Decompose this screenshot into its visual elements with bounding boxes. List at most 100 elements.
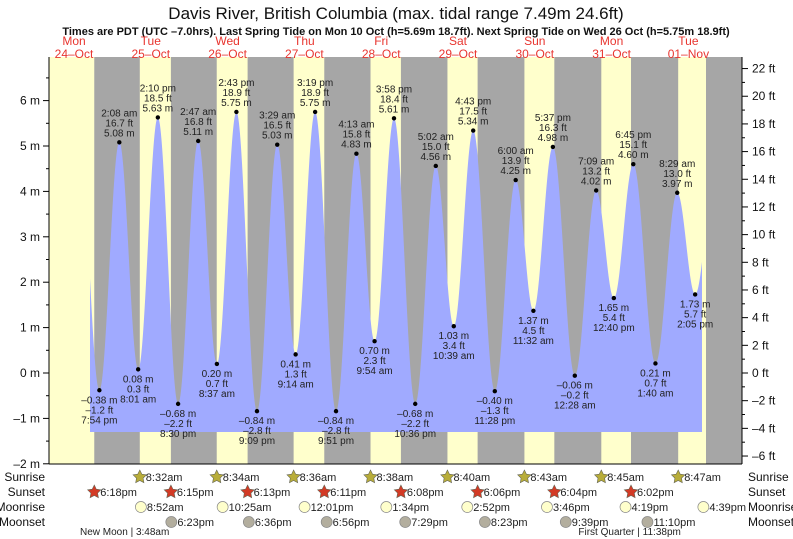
sunset-time: 6:18pm	[100, 487, 137, 499]
m-tick-label: 4 m	[20, 184, 40, 198]
moonset-icon	[242, 516, 255, 528]
low-tide-label: 1.73 m	[680, 299, 711, 310]
moon-phase-label: New Moon | 3:48am	[80, 527, 169, 538]
high-tide-label: 5:37 pm	[535, 113, 571, 124]
moonrise-time: 4:19pm	[632, 502, 669, 514]
ft-tick-label: 6 ft	[752, 283, 769, 297]
low-tide-point	[413, 401, 418, 407]
ft-tick-label: 8 ft	[752, 255, 769, 269]
low-tide-label: 0.70 m	[359, 346, 390, 357]
low-tide-label: 9:51 pm	[318, 436, 354, 447]
sunrise-icon	[517, 469, 532, 484]
moonset-time: 7:29pm	[411, 517, 448, 529]
day-name: Wed	[215, 34, 239, 48]
day-labels: Mon24–OctTue25–OctWed26–OctThu27–OctFri2…	[55, 34, 709, 61]
low-tide-label: 9:14 am	[278, 379, 314, 390]
moonrise-time: 8:52am	[147, 502, 184, 514]
high-tide-label: 16.8 ft	[184, 117, 212, 128]
ft-tick-label: 22 ft	[752, 62, 776, 76]
high-tide-label: 4.83 m	[341, 140, 372, 151]
low-tide-label: –2.8 ft	[322, 426, 350, 437]
sunset-icon	[240, 484, 255, 499]
moonset-icon	[165, 516, 178, 528]
high-tide-label: 13.9 ft	[502, 156, 530, 167]
low-tide-label: –1.2 ft	[85, 405, 113, 416]
m-tick-label: –2 m	[13, 457, 40, 471]
tide-area	[90, 112, 702, 433]
low-tide-point	[692, 292, 698, 297]
low-tide-point	[333, 408, 339, 414]
low-tide-label: 0.20 m	[202, 369, 233, 380]
sunset-row-label-right: Sunset	[748, 485, 786, 499]
day-name: Tue	[678, 34, 699, 48]
sunrise-row-label: Sunrise	[4, 470, 45, 484]
high-tide-label: 4.98 m	[538, 133, 569, 144]
low-tide-label: 10:39 am	[433, 351, 475, 362]
moonset-time: 11:10pm	[653, 517, 695, 529]
moonset-row-label-right: Moonset	[748, 515, 793, 529]
moonrise-icon	[541, 501, 553, 513]
sunrise-row-label-right: Sunrise	[748, 470, 789, 484]
low-tide-point	[214, 361, 220, 367]
sunset-time: 6:15pm	[177, 487, 214, 499]
low-tide-point	[611, 295, 617, 301]
low-tide-point	[451, 324, 456, 329]
moonset-icon	[320, 516, 333, 528]
moonset-icon	[399, 516, 412, 528]
low-tide-point	[372, 339, 377, 344]
high-tide-point	[354, 151, 359, 156]
low-tide-label: 2:05 pm	[677, 319, 713, 330]
high-tide-label: 6:00 am	[498, 146, 534, 157]
sunset-icon	[163, 484, 179, 499]
sunrise-time: 8:40am	[453, 472, 490, 484]
moonrise-icon	[216, 501, 229, 513]
day-name: Thu	[294, 34, 315, 48]
moonrise-icon	[619, 501, 632, 513]
high-tide-label: 4.02 m	[581, 176, 612, 187]
high-tide-label: 2:47 am	[180, 107, 216, 118]
sunrise-time: 8:32am	[146, 472, 183, 484]
tide-fill	[90, 112, 702, 433]
high-tide-point	[234, 109, 239, 115]
low-tide-label: –2.2 ft	[164, 419, 192, 430]
sunrise-icon	[363, 469, 378, 484]
sunrise-time: 8:36am	[300, 472, 337, 484]
low-tide-label: 8:30 pm	[160, 429, 196, 440]
sunrise-time: 8:34am	[223, 472, 260, 484]
low-tide-label: 0.08 m	[123, 374, 154, 385]
low-tide-point	[175, 401, 181, 407]
low-tide-label: –2.2 ft	[401, 419, 429, 430]
sunrise-time: 8:38am	[377, 472, 414, 484]
high-tide-label: 3:19 pm	[297, 78, 333, 89]
low-tide-label: 1.37 m	[518, 316, 549, 327]
high-tide-label: 16.3 ft	[539, 123, 567, 134]
low-tide-label: 1.65 m	[599, 303, 630, 314]
low-tide-label: 12:40 pm	[593, 323, 635, 334]
low-tide-label: –0.84 m	[318, 416, 354, 427]
high-tide-point	[631, 161, 636, 167]
sunset-time: 6:08pm	[407, 487, 444, 499]
high-tide-label: 18.5 ft	[144, 93, 172, 104]
m-tick-label: 0 m	[20, 366, 40, 380]
low-tide-label: 11:28 pm	[474, 416, 515, 427]
low-tide-point	[293, 352, 298, 357]
day-name: Sat	[449, 34, 468, 48]
high-tide-label: 18.9 ft	[222, 88, 250, 99]
low-tide-point	[492, 388, 498, 394]
low-tide-label: 0.7 ft	[644, 378, 666, 389]
day-date: 25–Oct	[131, 47, 170, 61]
high-tide-label: 16.7 ft	[105, 118, 133, 129]
sun-moon-rows: Sunrise Sunrise 8:32am 8:34am 8:36am 8:38am 8:…	[0, 469, 793, 538]
high-tide-label: 5.63 m	[143, 103, 174, 114]
high-tide-label: 18.4 ft	[380, 94, 408, 105]
moonrise-time: 12:01pm	[311, 502, 354, 514]
moonrise-icon	[461, 501, 474, 513]
sunset-time: 6:13pm	[254, 487, 291, 499]
sunset-icon	[393, 484, 409, 499]
day-name: Mon	[62, 34, 85, 48]
high-tide-label: 4.60 m	[618, 150, 649, 161]
low-tide-point	[572, 373, 578, 378]
sunrise-time: 8:45am	[607, 472, 644, 484]
low-tide-label: 5.7 ft	[684, 309, 706, 320]
